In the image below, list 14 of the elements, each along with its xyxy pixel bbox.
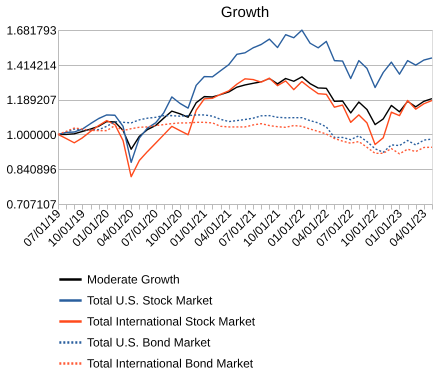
legend-label: Total U.S. Bond Market	[87, 336, 212, 350]
legend-label: Total U.S. Stock Market	[87, 294, 214, 308]
line-series	[57, 77, 433, 178]
line-series	[57, 122, 433, 154]
legend-label: Total International Bond Market	[87, 356, 254, 370]
legend-label: Total International Stock Market	[87, 314, 256, 328]
y-tick-label: 0.840896	[6, 162, 57, 177]
y-tick-label: 1.189207	[6, 93, 57, 108]
y-tick-label: 1.681793	[6, 24, 57, 38]
legend-label: Moderate Growth	[87, 272, 180, 286]
y-tick-label: 0.707107	[6, 198, 57, 212]
y-tick-label: 1.000000	[6, 128, 57, 142]
chart-title: Growth	[220, 4, 270, 21]
y-tick-label: 1.414214	[6, 58, 57, 72]
